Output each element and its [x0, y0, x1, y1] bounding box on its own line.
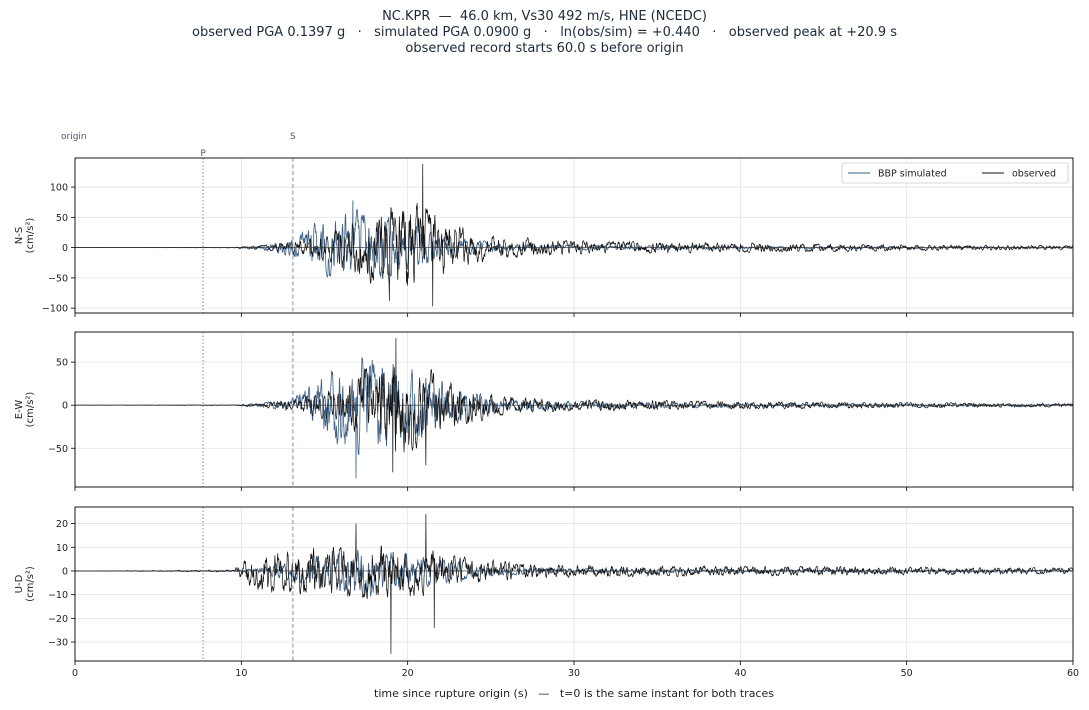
y-tick-label: 50 [56, 213, 68, 224]
y-tick-label: −100 [42, 304, 68, 315]
x-tick-label: 50 [901, 668, 913, 679]
x-tick-label: 60 [1067, 668, 1079, 679]
panel-ylabel: N-S(cm/s²) [14, 218, 36, 254]
x-tick-label: 10 [235, 668, 247, 679]
y-tick-label: 0 [62, 566, 68, 577]
phase-label-origin: origin [61, 132, 87, 142]
panel-ylabel: U-D(cm/s²) [14, 566, 36, 602]
y-tick-label: 20 [56, 519, 68, 530]
x-axis-label: time since rupture origin (s) — t=0 is t… [374, 687, 774, 700]
title-record-line: observed record starts 60.0 s before ori… [405, 41, 684, 56]
y-tick-label: −10 [48, 590, 68, 601]
title-pga-line: observed PGA 0.1397 g · simulated PGA 0.… [191, 25, 898, 40]
title-station-line: NC.KPR — 46.0 km, Vs30 492 m/s, HNE (NCE… [382, 9, 707, 24]
x-tick-label: 20 [402, 668, 414, 679]
x-tick-label: 0 [72, 668, 78, 679]
y-tick-label: 10 [56, 543, 68, 554]
y-tick-label: −50 [48, 444, 68, 455]
x-tick-label: 40 [734, 668, 746, 679]
y-tick-label: −20 [48, 614, 68, 625]
y-tick-label: −30 [48, 638, 68, 649]
y-tick-label: 50 [56, 358, 68, 369]
x-tick-label: 30 [568, 668, 580, 679]
legend-label-simulated: BBP simulated [878, 169, 947, 180]
legend-label-observed: observed [1012, 169, 1056, 180]
y-tick-label: 100 [50, 183, 68, 194]
observed-trace [75, 514, 1073, 654]
y-tick-label: −50 [48, 273, 68, 284]
phase-label-s: S [290, 132, 296, 142]
phase-label-p: P [200, 149, 206, 159]
panel-ylabel: E-W(cm/s²) [14, 392, 36, 428]
y-tick-label: 0 [62, 243, 68, 254]
y-tick-label: 0 [62, 401, 68, 412]
legend-box [841, 162, 1069, 184]
